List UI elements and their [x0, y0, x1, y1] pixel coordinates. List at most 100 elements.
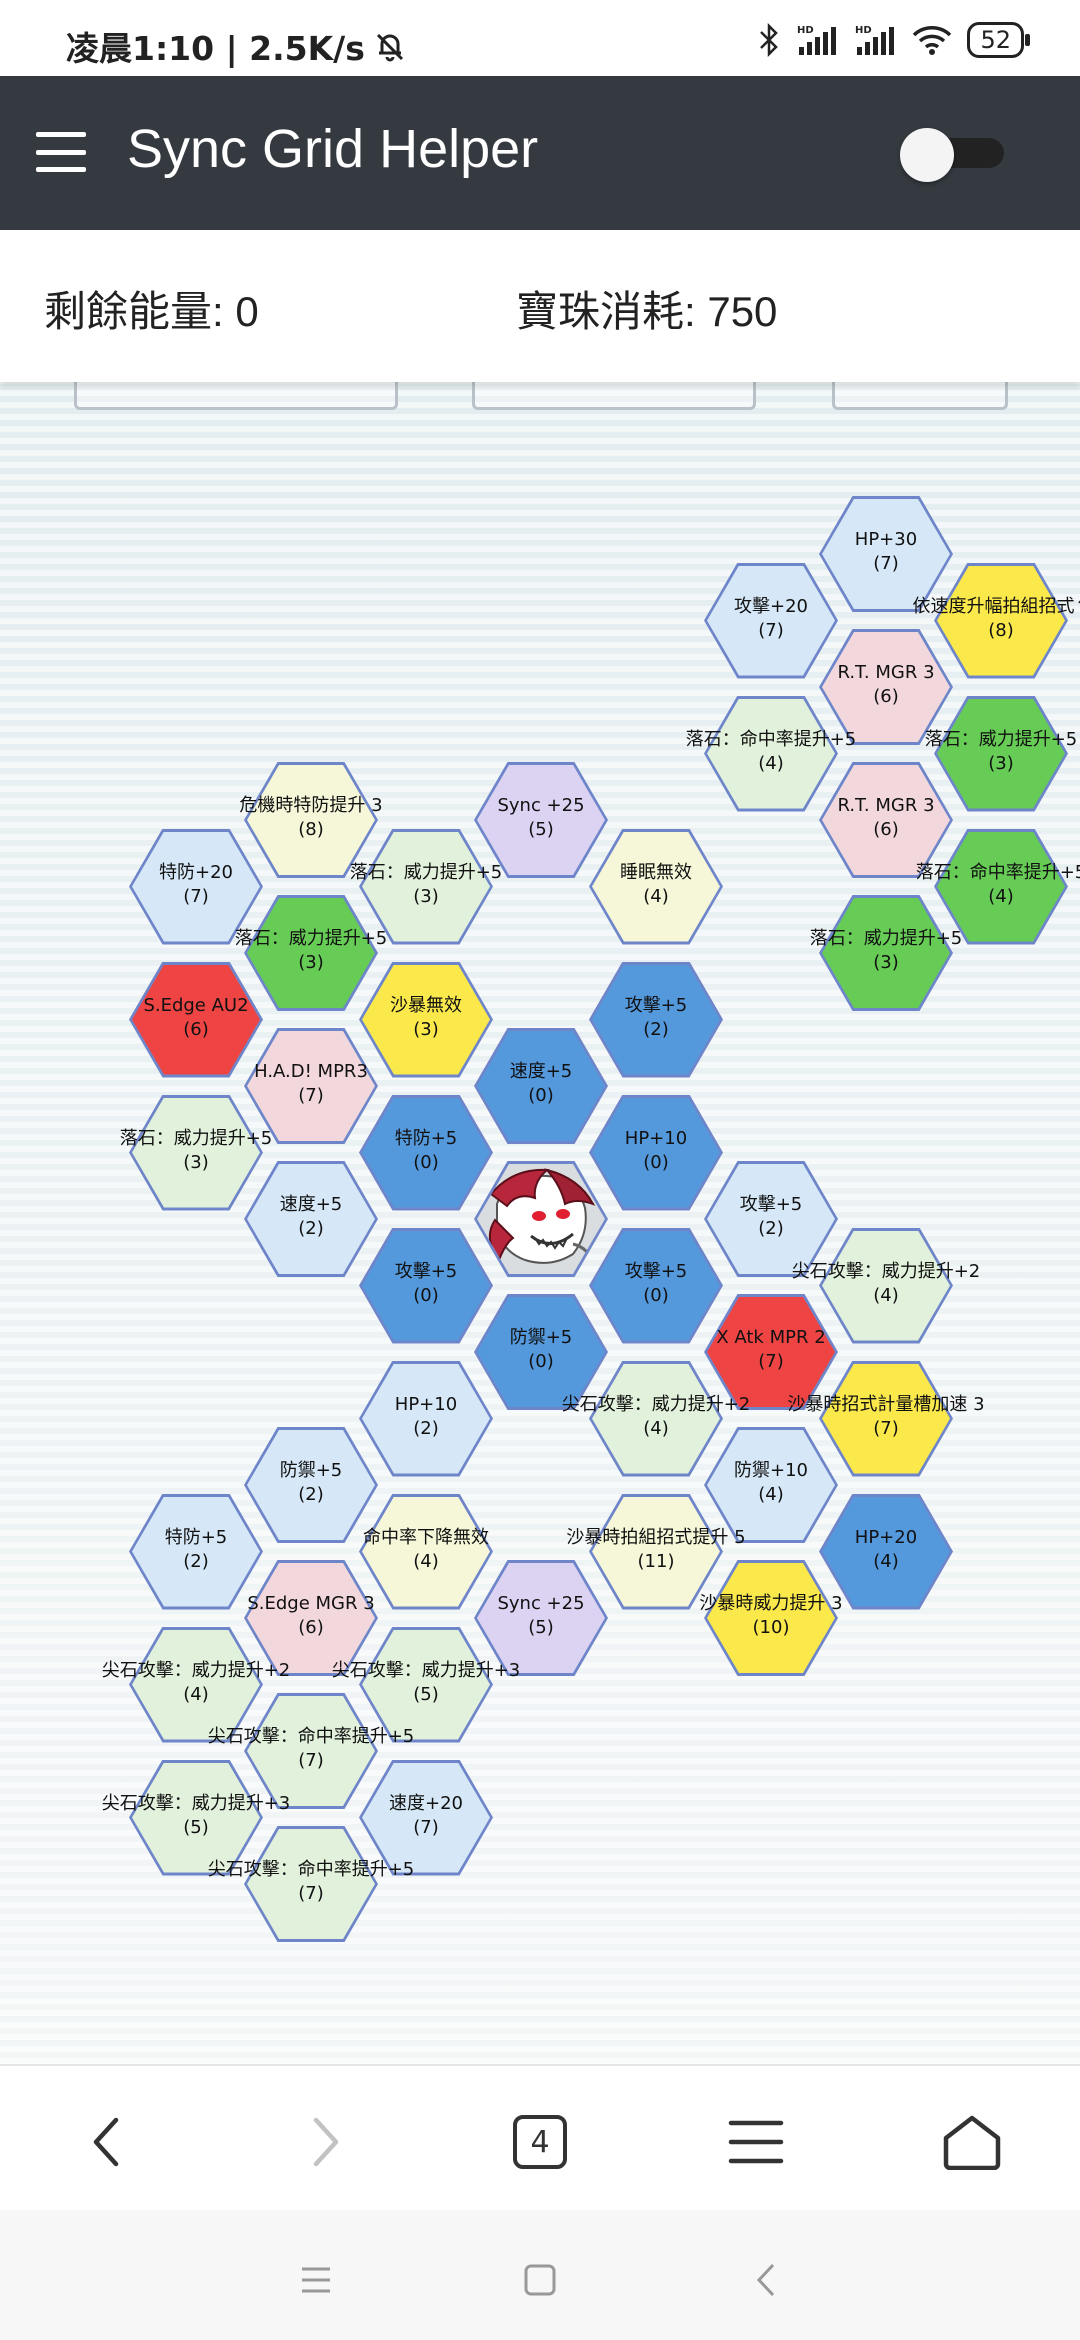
grid-tile[interactable]: [704, 1560, 838, 1676]
grid-tile[interactable]: [129, 961, 263, 1078]
menu-icon[interactable]: [716, 2102, 796, 2182]
grid-tile-fill: [132, 1629, 260, 1740]
grid-tile[interactable]: [129, 1759, 263, 1876]
grid-tile[interactable]: [244, 1161, 378, 1277]
grid-tile-fill: [362, 1097, 490, 1208]
grid-tile[interactable]: [934, 828, 1068, 945]
battery-icon: 52: [967, 22, 1030, 58]
grid-tile[interactable]: [934, 695, 1068, 812]
browser-bar: 4: [0, 2064, 1080, 2210]
grid-tile[interactable]: [359, 1626, 493, 1743]
grid-tile[interactable]: [589, 828, 723, 945]
grid-tile-fill: [362, 1496, 490, 1607]
grid-tile-fill: [132, 1097, 260, 1208]
grid-tile-fill: [822, 1496, 950, 1607]
grid-tile-fill: [707, 1164, 835, 1274]
hamburger-menu-icon[interactable]: [36, 132, 86, 172]
grid-tile[interactable]: [819, 895, 953, 1011]
svg-text:HD: HD: [797, 25, 814, 36]
stats-panel: 剩餘能量: 0 寶珠消耗: 750: [0, 230, 1080, 382]
grid-tile[interactable]: [359, 828, 493, 945]
tabs-count: 4: [513, 2115, 567, 2169]
grid-tile[interactable]: [589, 1360, 723, 1477]
grid-tile[interactable]: [244, 895, 378, 1011]
grid-tile[interactable]: [589, 1227, 723, 1344]
grid-tile[interactable]: [244, 1693, 378, 1809]
pokemon-avatar-icon: [488, 1168, 596, 1265]
grid-tile[interactable]: [704, 1294, 838, 1410]
grid-tile[interactable]: [589, 1094, 723, 1211]
forward-arrow-icon[interactable]: [286, 2102, 366, 2182]
grid-tile[interactable]: [704, 1161, 838, 1277]
grid-tile-fill: [132, 1762, 260, 1873]
grid-tile[interactable]: [474, 1294, 608, 1410]
app-bar: Sync Grid Helper: [0, 76, 1080, 230]
recents-icon[interactable]: [286, 2250, 346, 2310]
mute-bell-icon: [376, 33, 403, 62]
grid-tile[interactable]: [244, 1028, 378, 1144]
grid-tile-fill: [592, 831, 720, 942]
grid-tile-fill: [362, 1363, 490, 1474]
grid-tile[interactable]: [244, 1826, 378, 1942]
tab-stub[interactable]: [472, 382, 756, 410]
grid-tile[interactable]: [359, 1227, 493, 1344]
grid-tile[interactable]: [359, 961, 493, 1078]
system-nav: [0, 2210, 1080, 2340]
grid-tile[interactable]: [819, 1227, 953, 1344]
grid-tile-fill: [592, 1496, 720, 1607]
grid-tile[interactable]: [474, 1028, 608, 1144]
grid-tile[interactable]: [589, 961, 723, 1078]
tab-stub[interactable]: [74, 382, 398, 410]
home-square-icon[interactable]: [510, 2250, 570, 2310]
grid-tile-fill: [247, 1696, 375, 1806]
grid-tile[interactable]: [359, 1759, 493, 1876]
grid-tile[interactable]: [819, 1493, 953, 1610]
grid-tile[interactable]: [129, 1626, 263, 1743]
status-left: 凌晨1:10 | 2.5K/s: [66, 22, 407, 70]
grid-tile-fill: [937, 565, 1065, 676]
mode-toggle[interactable]: [900, 128, 1006, 182]
grid-tile-fill: [822, 499, 950, 609]
tab-stub[interactable]: [832, 382, 1008, 410]
grid-tile[interactable]: [244, 762, 378, 878]
grid-tile[interactable]: [244, 1560, 378, 1676]
center-tile[interactable]: [474, 1161, 608, 1277]
orb-cost: 寶珠消耗: 750: [516, 288, 778, 335]
grid-tile[interactable]: [474, 1560, 608, 1676]
grid-tile-fill: [937, 698, 1065, 809]
grid-tile[interactable]: [704, 562, 838, 679]
grid-tile[interactable]: [359, 1493, 493, 1610]
grid-tile-fill: [247, 898, 375, 1008]
grid-tile-fill: [362, 1629, 490, 1740]
grid-tile[interactable]: [129, 828, 263, 945]
grid-tile[interactable]: [934, 562, 1068, 679]
grid-tile-fill: [247, 765, 375, 875]
grid-tile-fill: [477, 765, 605, 875]
grid-tile[interactable]: [704, 1427, 838, 1543]
grid-tile[interactable]: [704, 695, 838, 812]
grid-tile[interactable]: [819, 762, 953, 878]
toggle-knob: [900, 128, 954, 182]
bluetooth-icon: [760, 23, 779, 57]
grid-tile[interactable]: [819, 1360, 953, 1477]
grid-tile[interactable]: [359, 1094, 493, 1211]
back-arrow-icon[interactable]: [66, 2102, 146, 2182]
home-icon[interactable]: [932, 2102, 1012, 2182]
grid-tile[interactable]: [819, 629, 953, 745]
grid-tile[interactable]: [359, 1360, 493, 1477]
grid-tile[interactable]: [589, 1493, 723, 1610]
grid-tile-fill: [362, 1762, 490, 1873]
grid-tile-fill: [362, 831, 490, 942]
status-time-speed: 凌晨1:10 | 2.5K/s: [66, 29, 365, 68]
grid-tile[interactable]: [129, 1094, 263, 1211]
grid-tile[interactable]: [129, 1493, 263, 1610]
grid-tile[interactable]: [819, 496, 953, 612]
grid-tile-fill: [477, 1563, 605, 1673]
back-chevron-icon[interactable]: [736, 2250, 796, 2310]
grid-tile-fill: [592, 1097, 720, 1208]
tabs-icon[interactable]: 4: [500, 2102, 580, 2182]
grid-tile[interactable]: [474, 762, 608, 878]
grid-tile-fill: [247, 1563, 375, 1673]
grid-tile[interactable]: [244, 1427, 378, 1543]
grid-tile-fill: [822, 765, 950, 875]
